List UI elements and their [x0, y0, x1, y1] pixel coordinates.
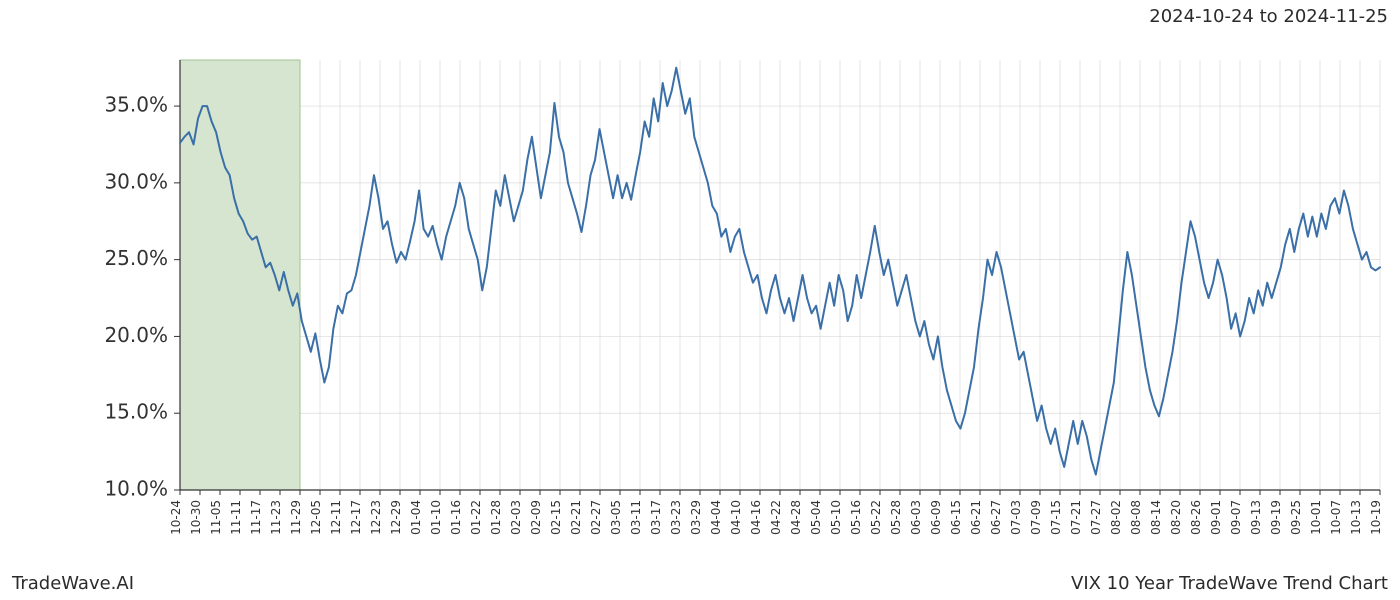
x-tick-label: 11-11 [229, 500, 243, 535]
x-tick-label: 05-22 [869, 500, 883, 535]
x-tick-label: 12-23 [369, 500, 383, 535]
y-tick-label: 10.0% [104, 477, 168, 501]
x-tick-label: 02-15 [549, 500, 563, 535]
x-tick-label: 05-28 [889, 500, 903, 535]
x-tick-label: 11-05 [209, 500, 223, 535]
x-tick-label: 08-20 [1169, 500, 1183, 535]
chart-title: VIX 10 Year TradeWave Trend Chart [1071, 573, 1388, 594]
x-tick-label: 03-17 [649, 500, 663, 535]
x-tick-label: 03-23 [669, 500, 683, 535]
x-tick-label: 03-05 [609, 500, 623, 535]
x-tick-label: 07-09 [1029, 500, 1043, 535]
x-tick-label: 01-28 [489, 500, 503, 535]
x-tick-label: 09-01 [1209, 500, 1223, 535]
x-tick-label: 06-27 [989, 500, 1003, 535]
x-tick-label: 02-27 [589, 500, 603, 535]
y-tick-label: 15.0% [104, 400, 168, 424]
x-tick-label: 12-11 [329, 500, 343, 535]
x-tick-label: 10-07 [1329, 500, 1343, 535]
x-tick-label: 05-10 [829, 500, 843, 535]
x-tick-label: 11-17 [249, 500, 263, 535]
x-tick-label: 09-19 [1269, 500, 1283, 535]
x-tick-label: 10-01 [1309, 500, 1323, 535]
x-tick-label: 05-04 [809, 500, 823, 535]
line-chart: 10.0% 15.0% 20.0% 25.0% 30.0% 35.0% 10-24 10-30… [0, 0, 1400, 600]
x-tick-label: 06-15 [949, 500, 963, 535]
x-tick-label: 11-23 [269, 500, 283, 535]
x-tick-label: 08-02 [1109, 500, 1123, 535]
x-tick-label: 06-09 [929, 500, 943, 535]
x-tick-label: 01-10 [429, 500, 443, 535]
x-tick-label: 08-14 [1149, 500, 1163, 535]
x-tick-label: 10-24 [169, 500, 183, 535]
x-tick-label: 07-03 [1009, 500, 1023, 535]
x-tick-label: 07-27 [1089, 500, 1103, 535]
x-tick-label: 07-15 [1049, 500, 1063, 535]
x-tick-label: 08-08 [1129, 500, 1143, 535]
x-tick-label: 06-03 [909, 500, 923, 535]
x-tick-label: 01-16 [449, 500, 463, 535]
x-tick-label: 10-13 [1349, 500, 1363, 535]
x-tick-label: 10-19 [1369, 500, 1383, 535]
x-tick-label: 12-17 [349, 500, 363, 535]
x-tick-label: 01-04 [409, 500, 423, 535]
x-tick-label: 03-29 [689, 500, 703, 535]
x-tick-label: 08-26 [1189, 500, 1203, 535]
x-tick-label: 09-13 [1249, 500, 1263, 535]
date-range-label: 2024-10-24 to 2024-11-25 [1149, 6, 1388, 27]
x-tick-label: 12-29 [389, 500, 403, 535]
chart-container: 2024-10-24 to 2024-11-25 10.0% 15.0% 20.0%… [0, 0, 1400, 600]
x-tick-label: 07-21 [1069, 500, 1083, 535]
y-tick-label: 35.0% [104, 93, 168, 117]
x-tick-label: 09-07 [1229, 500, 1243, 535]
x-tick-label: 02-09 [529, 500, 543, 535]
x-tick-label: 04-22 [769, 500, 783, 535]
brand-label: TradeWave.AI [12, 573, 134, 594]
y-tick-label: 25.0% [104, 246, 168, 270]
x-tick-label: 03-11 [629, 500, 643, 535]
x-tick-label: 01-22 [469, 500, 483, 535]
x-tick-label: 02-21 [569, 500, 583, 535]
x-tick-label: 04-28 [789, 500, 803, 535]
x-tick-label: 11-29 [289, 500, 303, 535]
x-tick-label: 04-04 [709, 500, 723, 535]
x-tick-label: 05-16 [849, 500, 863, 535]
y-tick-label: 30.0% [104, 169, 168, 193]
x-tick-label: 10-30 [189, 500, 203, 535]
x-tick-label: 04-16 [749, 500, 763, 535]
x-tick-label: 04-10 [729, 500, 743, 535]
y-tick-label: 20.0% [104, 323, 168, 347]
x-tick-label: 02-03 [509, 500, 523, 535]
x-tick-label: 09-25 [1289, 500, 1303, 535]
x-tick-label: 12-05 [309, 500, 323, 535]
x-tick-label: 06-21 [969, 500, 983, 535]
